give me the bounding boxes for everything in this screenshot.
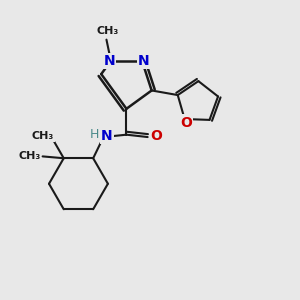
Text: O: O xyxy=(150,130,162,143)
Text: O: O xyxy=(180,116,192,130)
Text: CH₃: CH₃ xyxy=(18,152,40,161)
Text: CH₃: CH₃ xyxy=(32,131,54,141)
Text: H: H xyxy=(89,128,99,141)
Text: N: N xyxy=(138,54,149,68)
Text: N: N xyxy=(103,54,115,68)
Text: N: N xyxy=(101,129,113,142)
Text: CH₃: CH₃ xyxy=(97,26,119,36)
